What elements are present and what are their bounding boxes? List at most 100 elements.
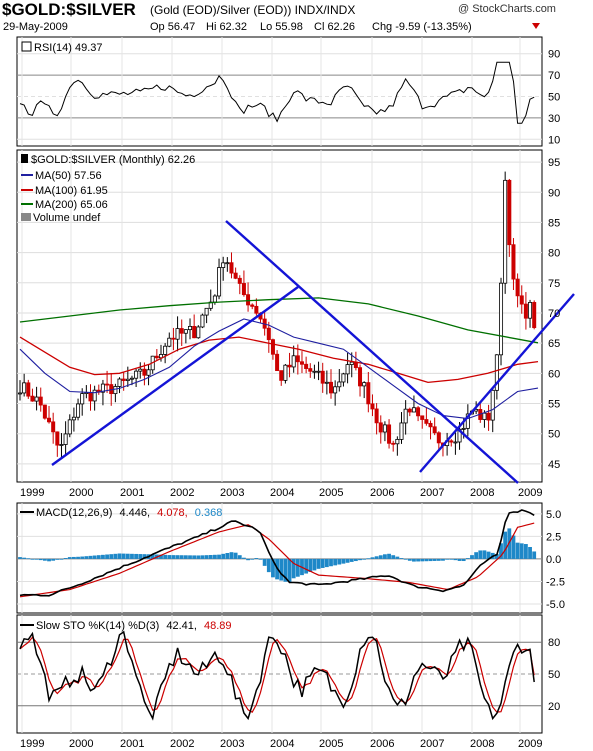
candle-body (217, 267, 222, 297)
candle-body (221, 262, 226, 268)
candle-body (163, 345, 168, 355)
candle-body (291, 355, 296, 368)
ma200-legend: MA(200) 65.06 (35, 199, 108, 211)
candle-body (88, 392, 93, 402)
candle-body (507, 179, 512, 246)
macd-hist-bar (507, 528, 512, 559)
macd-tick-label: 5.0 (546, 509, 561, 521)
macd-hist-bar (316, 558, 321, 569)
trendline-uptrend-1 (51, 286, 299, 466)
sto-d-value: 48.89 (204, 620, 232, 632)
candle-body (428, 422, 433, 428)
candle-body (490, 389, 495, 421)
candle-body (424, 419, 429, 424)
rsi-tick-label: 10 (548, 134, 560, 146)
macd-hist-bar (287, 558, 292, 582)
macd-hist-bar (349, 558, 354, 562)
macd-hist-value: 0.368 (195, 507, 223, 519)
candle-body (494, 354, 499, 391)
candle-body (399, 422, 404, 440)
macd-hist-bar (345, 558, 350, 563)
macd-hist-bar (387, 553, 391, 559)
x-year-label-bottom: 2006 (370, 738, 394, 750)
candle-body (38, 396, 43, 406)
x-year-label-bottom: 2007 (420, 738, 444, 750)
price-tick-label: 70 (548, 308, 560, 320)
macd-hist-bar (212, 554, 217, 559)
candle-body (250, 304, 255, 307)
candle-body (528, 302, 533, 319)
price-tick-label: 50 (548, 429, 560, 441)
macd-hist-bar (242, 557, 246, 559)
macd-hist-bar (167, 555, 172, 559)
macd-hist-bar (233, 552, 238, 559)
macd-hist-bar (217, 554, 221, 559)
macd-hist-bar (254, 558, 259, 559)
candle-body (461, 427, 466, 430)
candle-body (370, 403, 375, 410)
candle-body (229, 262, 234, 274)
candle-body (154, 355, 159, 359)
macd-hist-bar (499, 543, 503, 559)
candle-body (34, 396, 39, 402)
macd-hist-bar (283, 558, 288, 582)
macd-hist-bar (142, 554, 147, 559)
macd-hist-bar (407, 558, 412, 561)
candle-body (171, 337, 176, 340)
macd-hist-bar (366, 558, 371, 560)
x-year-label: 2008 (470, 487, 494, 499)
candle-body (486, 412, 491, 421)
macd-hist-bar (237, 555, 242, 559)
candle-body (92, 389, 97, 402)
x-year-label: 2009 (518, 487, 542, 499)
macd-hist-bar (88, 555, 93, 559)
candle-body (59, 444, 64, 446)
sto-tick-label: 50 (548, 669, 560, 681)
macd-hist-bar (101, 554, 105, 559)
x-year-label-bottom: 2002 (170, 738, 194, 750)
macd-hist-bar (171, 555, 176, 559)
sto-tick-label: 20 (548, 701, 560, 713)
candle-body (312, 370, 317, 373)
macd-hist-bar (18, 557, 22, 559)
symbol-subtitle: (Gold (EOD)/Silver (EOD)) INDX/INDX (150, 3, 356, 17)
macd-hist-bar (55, 558, 60, 560)
macd-hist-bar (175, 555, 180, 559)
candle-body (63, 433, 68, 445)
rsi-tick-label: 90 (548, 49, 560, 61)
macd-hist-bar (125, 553, 130, 559)
candle-body (341, 373, 346, 383)
macd-hist-bar (150, 554, 155, 559)
candle-body (71, 416, 76, 421)
candle-body (179, 328, 184, 334)
macd-hist-bar (528, 546, 532, 559)
macd-hist-bar (362, 558, 367, 560)
macd-hist-bar (486, 551, 491, 559)
x-year-label-bottom: 2004 (270, 738, 294, 750)
candle-body (175, 328, 180, 340)
trendline-uptrend-2 (419, 293, 575, 473)
candle-body (225, 262, 230, 265)
macd-line (19, 509, 535, 597)
close-value: Cl 62.26 (314, 21, 355, 33)
candle-body (270, 339, 275, 355)
macd-hist-bar (84, 556, 89, 559)
macd-hist-bar (279, 558, 284, 581)
candle-body (519, 295, 524, 305)
x-year-label: 1999 (20, 487, 44, 499)
candle-body (42, 404, 47, 419)
macd-hist-bar (38, 558, 43, 561)
candle-body (391, 442, 396, 445)
candle-body (382, 424, 387, 433)
candle-body (183, 329, 188, 334)
macd-hist-bar (403, 558, 408, 560)
price-tick-label: 45 (548, 459, 560, 471)
macd-hist-bar (457, 558, 462, 561)
candle-body (358, 367, 363, 387)
candle-body (117, 378, 122, 387)
price-tick-label: 60 (548, 368, 560, 380)
candle-body (47, 417, 52, 423)
macd-hist-bar (188, 555, 192, 559)
rsi-line (19, 61, 535, 124)
